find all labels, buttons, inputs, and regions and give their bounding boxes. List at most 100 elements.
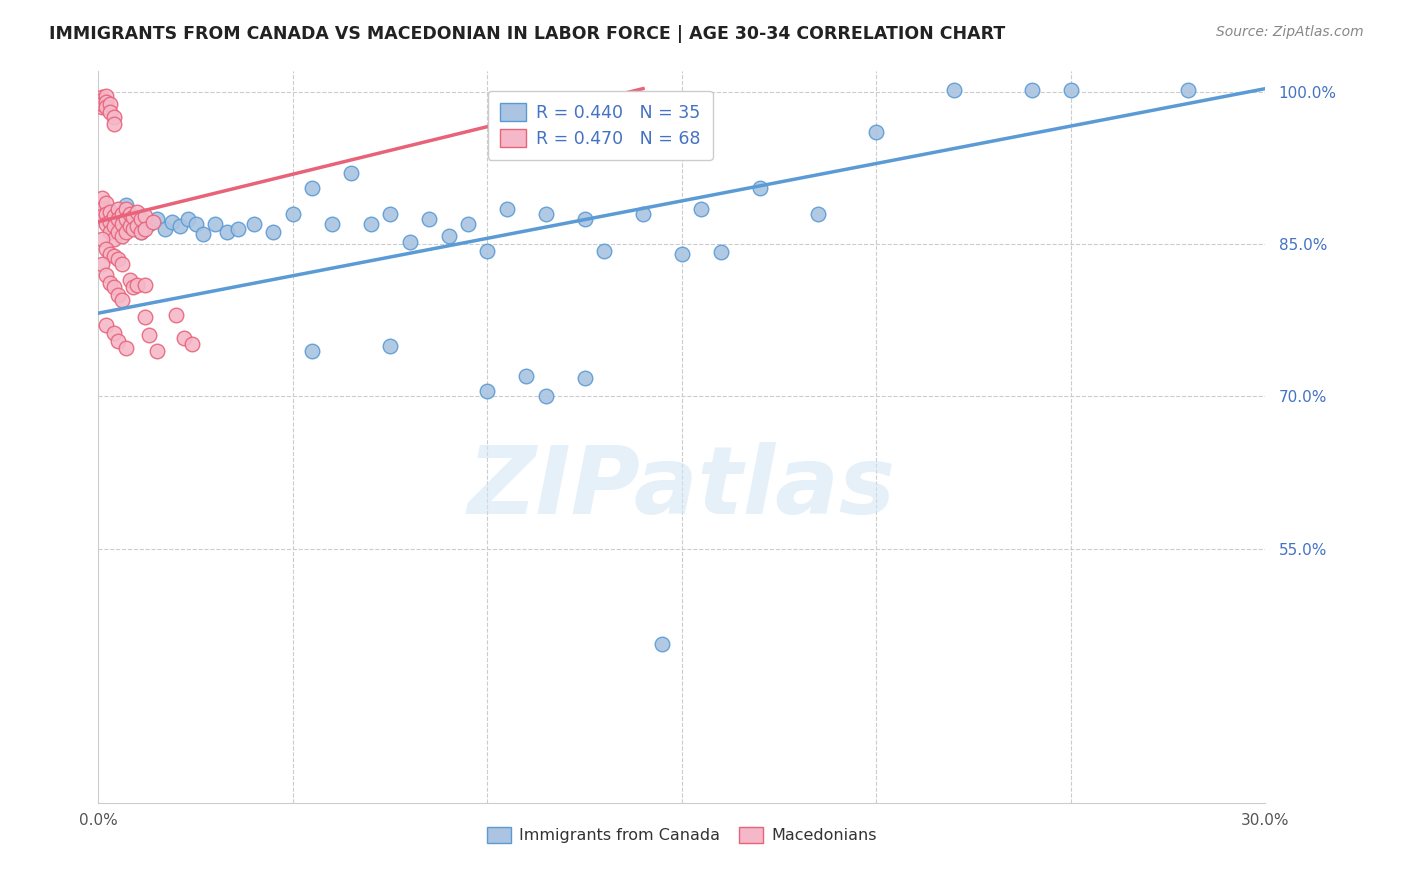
Point [301,343,323,358]
Point [118,219,141,233]
Point [138,328,160,343]
Point [146,211,169,226]
Point [111,217,134,231]
Point [103,326,125,341]
Point [91,209,114,223]
Point [114,341,136,355]
Point [114,211,136,226]
Point [380,338,402,352]
Point [321,217,343,231]
Point [114,198,136,212]
Point [107,225,129,239]
Point [184,217,207,231]
Point [103,232,125,246]
Point [98,247,121,261]
Point [98,276,121,290]
Point [98,96,121,111]
Point [96,217,118,231]
Point [515,369,537,384]
Point [103,110,125,124]
Point [134,209,156,223]
Point [122,210,145,224]
Point [107,288,129,302]
Point [91,96,114,111]
Point [177,211,200,226]
Point [118,272,141,286]
Point [114,225,136,239]
Point [477,384,499,399]
Point [180,336,202,351]
Point [153,222,176,236]
Point [96,88,118,103]
Point [134,310,156,325]
Point [114,202,136,216]
Text: ZIPatlas: ZIPatlas [468,442,896,534]
Point [96,318,118,333]
Point [1177,82,1199,96]
Point [103,219,125,233]
Point [103,279,125,293]
Point [91,232,114,246]
Point [807,206,830,220]
Point [228,222,250,236]
Point [360,217,382,231]
Point [129,225,152,239]
Point [142,215,165,229]
Point [865,125,887,139]
Point [134,277,156,292]
Point [710,245,733,260]
Point [103,249,125,263]
Point [129,211,152,226]
Legend: Immigrants from Canada, Macedonians: Immigrants from Canada, Macedonians [481,821,883,850]
Point [162,215,184,229]
Point [122,217,145,231]
Point [111,206,134,220]
Point [496,202,519,216]
Point [107,252,129,267]
Point [204,217,226,231]
Point [398,235,420,249]
Point [748,181,770,195]
Point [98,105,121,120]
Point [98,215,121,229]
Point [91,257,114,271]
Point [127,277,149,292]
Text: Source: ZipAtlas.com: Source: ZipAtlas.com [1216,25,1364,39]
Point [574,371,596,385]
Point [1060,82,1083,96]
Point [127,204,149,219]
Point [340,166,363,180]
Point [107,209,129,223]
Point [1021,82,1043,96]
Point [243,217,266,231]
Point [96,211,118,226]
Point [651,637,673,651]
Point [107,334,129,348]
Point [96,206,118,220]
Point [103,209,125,223]
Point [477,244,499,259]
Point [98,203,121,218]
Point [534,206,557,220]
Point [103,117,125,131]
Point [118,206,141,220]
Point [96,242,118,256]
Point [122,222,145,236]
Point [437,228,460,243]
Point [134,222,156,236]
Point [111,228,134,243]
Point [96,196,118,211]
Point [91,191,114,205]
Point [122,279,145,293]
Point [418,211,440,226]
Point [169,219,191,233]
Point [91,93,114,107]
Point [262,225,284,239]
Point [96,100,118,114]
Point [281,206,304,220]
Point [138,217,160,231]
Point [91,89,114,103]
Point [943,82,966,96]
Point [96,268,118,282]
Point [111,257,134,271]
